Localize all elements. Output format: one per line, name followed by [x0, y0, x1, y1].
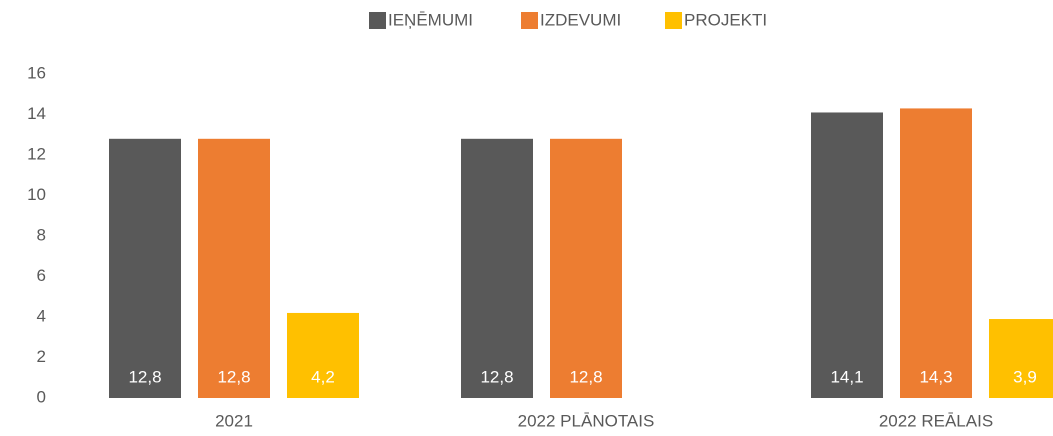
bar: [461, 138, 533, 399]
x-tick-label: 2022 PLĀNOTAIS: [518, 411, 655, 430]
value-label: 14,1: [830, 367, 863, 386]
value-label: 12,8: [569, 367, 602, 386]
bar: [900, 108, 972, 399]
legend-label: PROJEKTI: [684, 10, 767, 29]
bar: [989, 319, 1053, 398]
value-label: 12,8: [480, 367, 513, 386]
x-tick-label: 2021: [215, 411, 253, 430]
x-tick-label: 2022 REĀLAIS: [879, 411, 993, 430]
bar: [198, 138, 270, 399]
y-tick-label: 6: [37, 266, 46, 285]
value-label: 12,8: [217, 367, 250, 386]
y-tick-label: 0: [37, 387, 46, 406]
y-tick-label: 16: [27, 63, 46, 82]
y-tick-label: 2: [37, 347, 46, 366]
legend-swatch: [665, 12, 682, 29]
bar: [811, 112, 883, 398]
value-label: 14,3: [919, 367, 952, 386]
legend-label: IEŅĒMUMI: [388, 10, 473, 29]
y-tick-label: 12: [27, 144, 46, 163]
legend-label: IZDEVUMI: [540, 10, 621, 29]
value-label: 4,2: [311, 367, 335, 386]
y-tick-label: 8: [37, 225, 46, 244]
y-tick-label: 14: [27, 104, 46, 123]
y-tick-label: 4: [37, 306, 46, 325]
bar: [550, 138, 622, 399]
value-label: 12,8: [128, 367, 161, 386]
y-tick-label: 10: [27, 185, 46, 204]
bar: [287, 312, 359, 398]
value-label: 3,9: [1013, 367, 1037, 386]
legend-swatch: [369, 12, 386, 29]
legend-swatch: [521, 12, 538, 29]
bar: [109, 138, 181, 399]
